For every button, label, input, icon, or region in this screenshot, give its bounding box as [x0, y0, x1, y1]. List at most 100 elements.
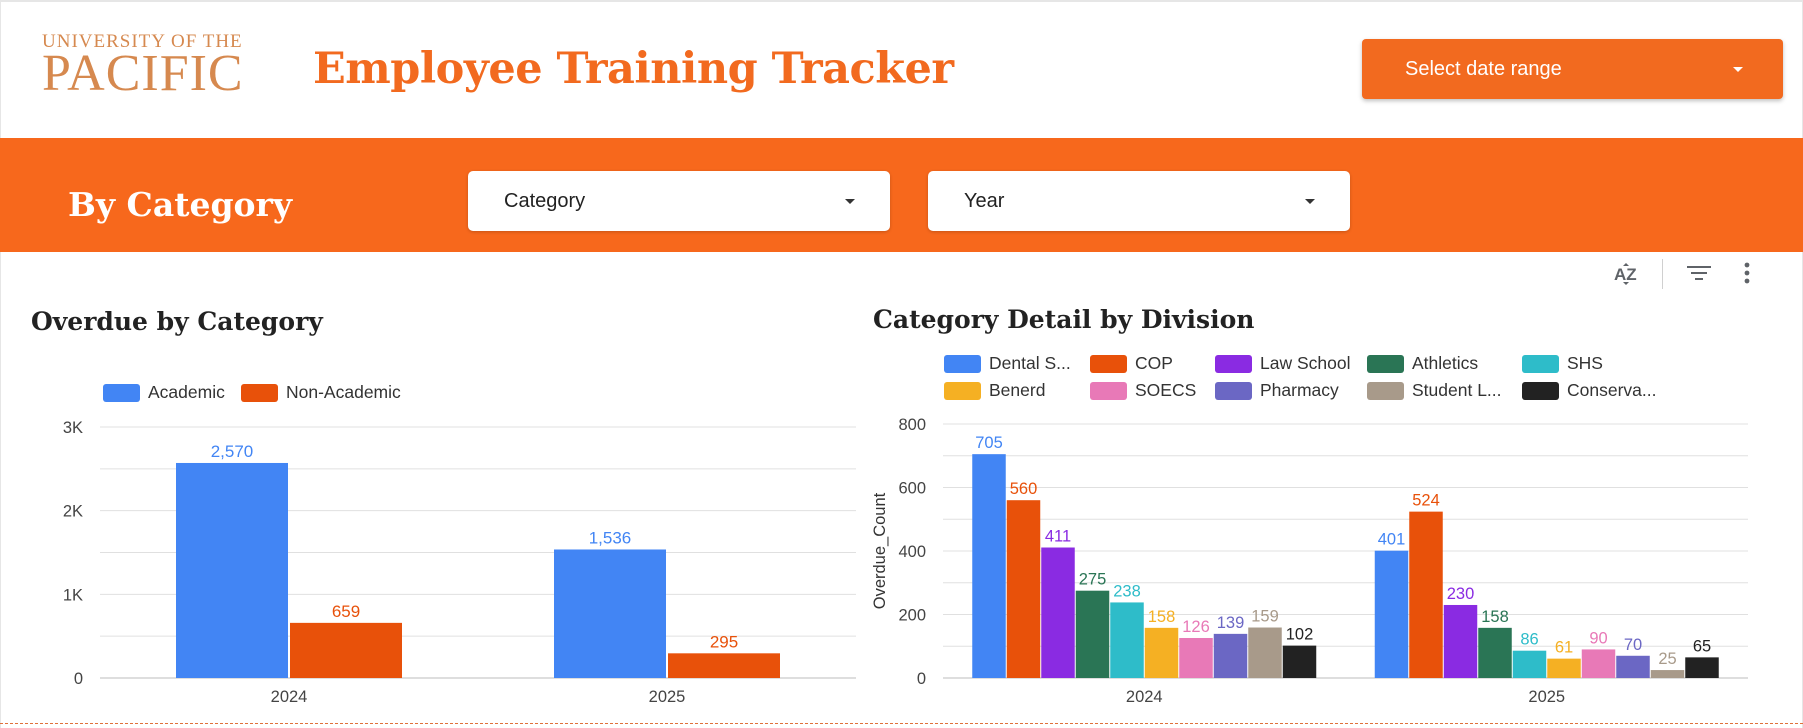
- data-label: 295: [710, 632, 738, 651]
- university-logo: UNIVERSITY OF THE PACIFIC: [42, 31, 252, 102]
- legend-swatch: [1522, 381, 1559, 400]
- legend-item: Law School: [1215, 353, 1350, 374]
- bar[interactable]: [1213, 633, 1248, 678]
- y-axis-label: Overdue_Count: [871, 492, 889, 609]
- chevron-down-icon: [1733, 67, 1743, 72]
- legend-item: Benerd: [944, 380, 1045, 401]
- more-vert-icon[interactable]: [1730, 258, 1764, 288]
- bar[interactable]: [1478, 627, 1512, 678]
- y-tick-label: 200: [898, 607, 926, 625]
- y-tick-label: 0: [74, 670, 83, 688]
- y-tick-label: 1K: [63, 586, 83, 604]
- bar[interactable]: [554, 549, 666, 678]
- legend-swatch: [241, 383, 278, 402]
- logo-top-text: UNIVERSITY OF THE: [42, 31, 243, 52]
- data-label: 238: [1113, 582, 1141, 600]
- bar[interactable]: [1144, 627, 1179, 678]
- bar[interactable]: [1374, 550, 1409, 678]
- y-tick-label: 2K: [63, 503, 83, 521]
- bar[interactable]: [1110, 602, 1144, 678]
- bar[interactable]: [290, 622, 402, 678]
- x-tick-label: 2024: [271, 688, 308, 706]
- data-label: 230: [1447, 585, 1475, 603]
- logo-main-text: PACIFIC: [42, 45, 244, 102]
- bar[interactable]: [1248, 627, 1282, 678]
- category-filter-dropdown[interactable]: Category: [468, 171, 890, 231]
- category-detail-by-division-chart: 0 200 400 600 800 Overdue_Count 705 560 411 275 23…: [871, 416, 1748, 706]
- bottom-divider: [0, 723, 1803, 724]
- page-title: Employee Training Tracker: [313, 44, 954, 94]
- legend-label: Student L...: [1412, 380, 1502, 400]
- bar[interactable]: [1512, 650, 1547, 678]
- bar[interactable]: [1179, 637, 1213, 678]
- legend-swatch: [1522, 354, 1559, 373]
- date-range-label: Select date range: [1405, 58, 1562, 80]
- legend-swatch: [1215, 354, 1252, 373]
- legend-swatch: [944, 381, 981, 400]
- date-range-picker[interactable]: Select date range: [1362, 39, 1783, 99]
- category-filter-label: Category: [504, 190, 586, 212]
- bar[interactable]: [668, 653, 780, 678]
- legend-item: Athletics: [1367, 353, 1478, 374]
- year-filter-dropdown[interactable]: Year: [928, 171, 1350, 231]
- bar[interactable]: [1443, 604, 1478, 678]
- x-tick-label: 2024: [1126, 688, 1163, 706]
- legend-item: Student L...: [1367, 380, 1502, 401]
- data-label: 705: [975, 434, 1003, 452]
- legend-label: Law School: [1260, 353, 1351, 373]
- legend-label: Pharmacy: [1260, 380, 1339, 400]
- legend-swatch: [103, 383, 140, 402]
- data-label: 139: [1217, 614, 1245, 632]
- data-label: 70: [1624, 636, 1642, 654]
- x-tick-label: 2025: [649, 688, 686, 706]
- bar[interactable]: [1282, 645, 1317, 678]
- filter-icon[interactable]: [1682, 258, 1716, 288]
- bar[interactable]: [1581, 649, 1616, 678]
- legend-label: Athletics: [1412, 353, 1479, 373]
- legend-item: COP: [1090, 353, 1173, 374]
- data-label: 2,570: [211, 442, 254, 461]
- data-label: 90: [1589, 629, 1607, 647]
- bar[interactable]: [1650, 670, 1685, 678]
- legend-label: Benerd: [989, 380, 1046, 400]
- section-title: By Category: [68, 185, 293, 224]
- legend-label: SHS: [1567, 353, 1603, 373]
- data-label: 86: [1520, 631, 1538, 649]
- data-label: 102: [1286, 626, 1314, 644]
- data-label: 25: [1658, 650, 1676, 668]
- legend-label: SOECS: [1135, 380, 1197, 400]
- legend-swatch: [1215, 381, 1252, 400]
- year-filter-label: Year: [964, 190, 1005, 212]
- bar[interactable]: [1547, 658, 1581, 678]
- legend-item: SHS: [1522, 353, 1603, 374]
- data-label: 158: [1481, 608, 1509, 626]
- legend-swatch: [1090, 354, 1127, 373]
- bar[interactable]: [1075, 590, 1110, 678]
- legend-label: Non-Academic: [286, 382, 401, 402]
- data-label: 659: [332, 602, 360, 621]
- bar[interactable]: [1041, 547, 1075, 678]
- data-label: 411: [1045, 528, 1071, 546]
- bar[interactable]: [176, 462, 288, 678]
- y-tick-label: 0: [917, 670, 926, 688]
- legend-swatch: [1090, 381, 1127, 400]
- bar[interactable]: [1409, 511, 1443, 678]
- bar[interactable]: [972, 454, 1006, 678]
- data-label: 61: [1555, 639, 1573, 657]
- overdue-by-category-chart: 0 1K 2K 3K 2,570 659 2024 1,536 295 2025: [63, 419, 856, 706]
- legend-item: SOECS: [1090, 380, 1196, 401]
- data-label: 126: [1182, 618, 1210, 636]
- sort-az-icon[interactable]: AZ: [1609, 258, 1643, 288]
- data-label: 560: [1010, 480, 1038, 498]
- chevron-down-icon: [1305, 199, 1315, 204]
- bar[interactable]: [1006, 500, 1041, 678]
- legend-swatch: [1367, 381, 1404, 400]
- data-label: 401: [1378, 531, 1406, 549]
- chevron-down-icon: [845, 199, 855, 204]
- bar[interactable]: [1616, 655, 1650, 678]
- legend-item: Conserva...: [1522, 380, 1656, 401]
- y-tick-label: 600: [898, 480, 926, 498]
- bar[interactable]: [1685, 657, 1719, 678]
- x-tick-label: 2025: [1528, 688, 1565, 706]
- data-label: 275: [1079, 571, 1107, 589]
